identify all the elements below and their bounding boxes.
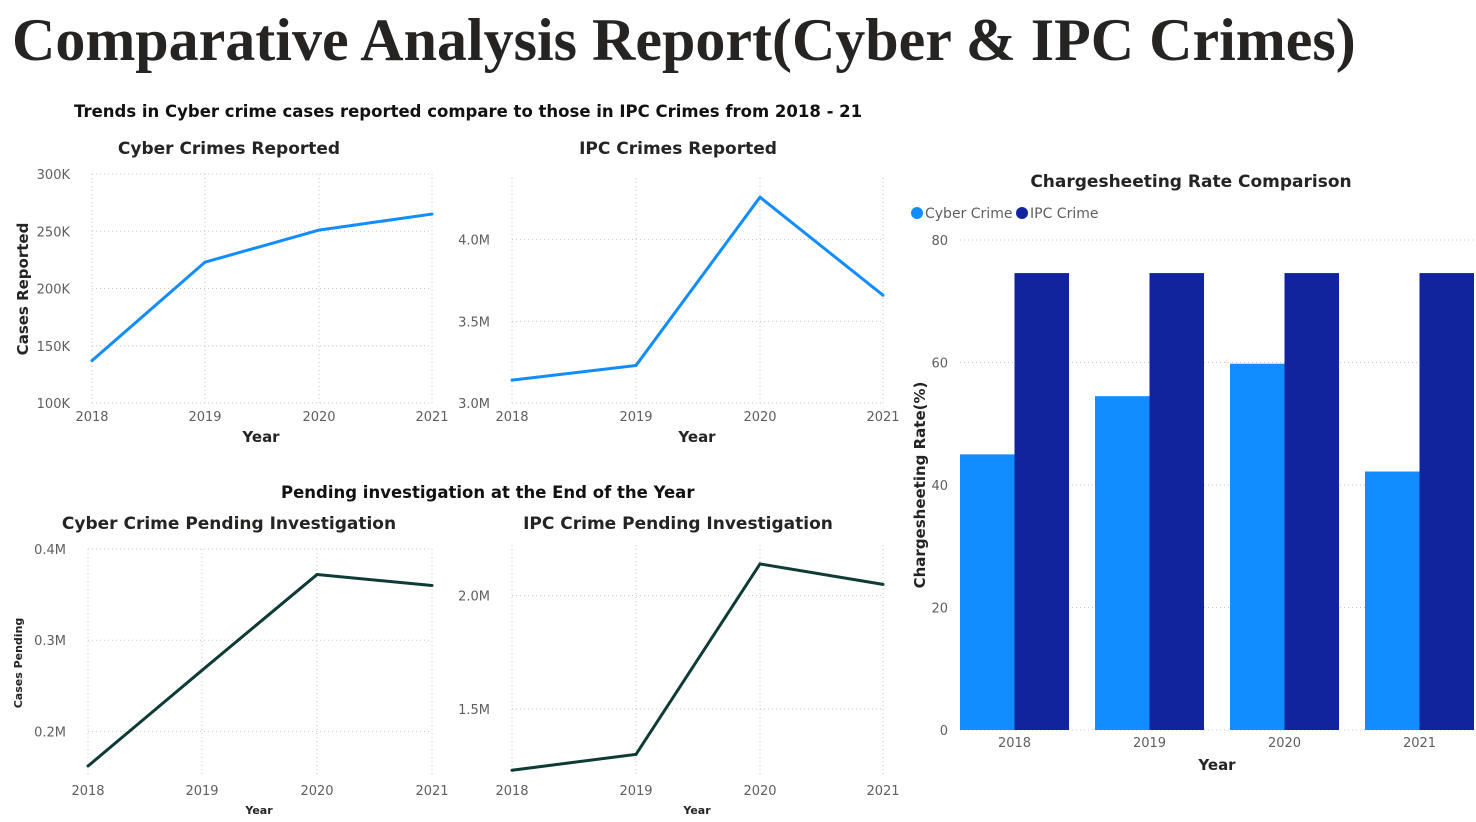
ipc-reported-xtick-1: 2019 — [619, 410, 652, 425]
cyber-pending-ytick-2: 0.4M — [34, 543, 66, 558]
ipc-pending-ytick-1: 2.0M — [458, 590, 490, 605]
chargesheet-rate-bar-1-0 — [1014, 273, 1069, 730]
chargesheet-rate-legend-swatch-0 — [911, 207, 923, 219]
chargesheet-rate-ytick-1: 20 — [931, 602, 948, 617]
cyber-reported-xlabel: Year — [241, 428, 280, 446]
chargesheet-rate-bar-0-0 — [960, 454, 1015, 730]
cyber-reported-ytick-4: 300K — [37, 168, 71, 183]
chargesheet-rate-ylabel: Chargesheeting Rate(%) — [911, 382, 929, 589]
ipc-reported-point-3 — [881, 293, 885, 297]
ipc-reported-xlabel: Year — [677, 428, 716, 446]
cyber-pending-xtick-1: 2019 — [185, 784, 218, 799]
cyber-pending-ylabel: Cases Pending — [12, 618, 25, 709]
ipc-reported-ytick-0: 3.0M — [458, 397, 490, 412]
ipc-reported-xtick-0: 2018 — [495, 410, 528, 425]
ipc-pending-point-2 — [758, 562, 762, 566]
chargesheet-rate-xtick-1: 2019 — [1133, 736, 1166, 751]
section-title-pending: Pending investigation at the End of the … — [281, 483, 695, 502]
cyber-reported-title: Cyber Crimes Reported — [118, 139, 340, 159]
chargesheet-rate-xtick-3: 2021 — [1403, 736, 1436, 751]
chargesheet-rate-legend-label-0: Cyber Crime — [925, 206, 1012, 222]
cyber-reported-series-line-0 — [91, 212, 433, 362]
cyber-reported-xtick-3: 2021 — [415, 410, 448, 425]
chargesheet-rate-xlabel: Year — [1197, 756, 1236, 774]
ipc-reported-ytick-2: 4.0M — [458, 234, 490, 249]
cyber-reported-xtick-0: 2018 — [75, 410, 108, 425]
cyber-pending-point-1 — [200, 668, 204, 672]
chargesheet-rate-title: Chargesheeting Rate Comparison — [1030, 172, 1351, 192]
chargesheet-rate-ytick-0: 0 — [940, 724, 948, 739]
cyber-reported-point-2 — [317, 228, 321, 232]
ipc-reported-point-2 — [758, 195, 762, 199]
ipc-pending-point-0 — [510, 768, 514, 772]
ipc-reported-ytick-1: 3.5M — [458, 315, 490, 330]
cyber-pending-series-line-0 — [87, 573, 433, 768]
chargesheet-rate-xtick-0: 2018 — [998, 736, 1031, 751]
chargesheet-rate-bar-1-3 — [1419, 273, 1474, 730]
ipc-pending-ytick-0: 1.5M — [458, 703, 490, 718]
chargesheet-rate-ytick-4: 80 — [931, 234, 948, 249]
cyber-reported-point-3 — [430, 212, 434, 216]
report-title: Comparative Analysis Report(Cyber & IPC … — [12, 7, 1356, 73]
cyber-pending-ytick-0: 0.2M — [34, 725, 66, 740]
ipc-pending-xtick-3: 2021 — [866, 784, 899, 799]
ipc-pending-xtick-0: 2018 — [495, 784, 528, 799]
chargesheet-rate-bar-1-1 — [1149, 273, 1204, 730]
ipc-pending-point-1 — [634, 752, 638, 756]
ipc-reported-point-1 — [634, 363, 638, 367]
cyber-pending-point-0 — [86, 764, 90, 768]
cyber-pending-xtick-3: 2021 — [415, 784, 448, 799]
cyber-reported-ytick-2: 200K — [37, 283, 71, 298]
chargesheet-rate-ytick-2: 40 — [931, 479, 948, 494]
cyber-reported-ylabel: Cases Reported — [14, 223, 32, 356]
cyber-pending-xtick-2: 2020 — [300, 784, 333, 799]
cyber-pending-xlabel: Year — [244, 804, 273, 817]
ipc-pending-xtick-1: 2019 — [619, 784, 652, 799]
chargesheet-rate-bar-0-1 — [1095, 396, 1150, 730]
section-title-trends: Trends in Cyber crime cases reported com… — [74, 102, 863, 121]
ipc-pending-title: IPC Crime Pending Investigation — [523, 514, 833, 534]
ipc-pending-point-3 — [881, 582, 885, 586]
ipc-pending-xtick-2: 2020 — [743, 784, 776, 799]
ipc-pending-series-line-0 — [511, 562, 884, 772]
ipc-reported-series-line-0 — [511, 195, 884, 382]
cyber-pending-title: Cyber Crime Pending Investigation — [62, 514, 396, 534]
ipc-reported-title: IPC Crimes Reported — [579, 139, 777, 159]
cyber-reported-xtick-1: 2019 — [188, 410, 221, 425]
cyber-reported-ytick-3: 250K — [37, 225, 71, 240]
cyber-pending-point-2 — [315, 573, 319, 577]
cyber-reported-ytick-0: 100K — [37, 397, 71, 412]
chargesheet-rate-legend-label-1: IPC Crime — [1030, 206, 1098, 222]
chargesheet-rate-bar-0-3 — [1365, 471, 1420, 730]
cyber-reported-ytick-1: 150K — [37, 340, 71, 355]
cyber-pending-xtick-0: 2018 — [71, 784, 104, 799]
chargesheet-rate-bar-1-2 — [1284, 273, 1339, 730]
chargesheet-rate-ytick-3: 60 — [931, 357, 948, 372]
chargesheet-rate-bar-0-2 — [1230, 363, 1285, 730]
ipc-reported-point-0 — [510, 378, 514, 382]
chargesheet-rate-xtick-2: 2020 — [1268, 736, 1301, 751]
ipc-pending-xlabel: Year — [682, 804, 711, 817]
cyber-pending-point-3 — [430, 583, 434, 587]
cyber-reported-point-0 — [90, 359, 94, 363]
ipc-reported-xtick-3: 2021 — [866, 410, 899, 425]
cyber-reported-xtick-2: 2020 — [302, 410, 335, 425]
cyber-reported-point-1 — [203, 260, 207, 264]
chargesheet-rate-legend-swatch-1 — [1016, 207, 1028, 219]
ipc-reported-xtick-2: 2020 — [743, 410, 776, 425]
cyber-pending-ytick-1: 0.3M — [34, 634, 66, 649]
